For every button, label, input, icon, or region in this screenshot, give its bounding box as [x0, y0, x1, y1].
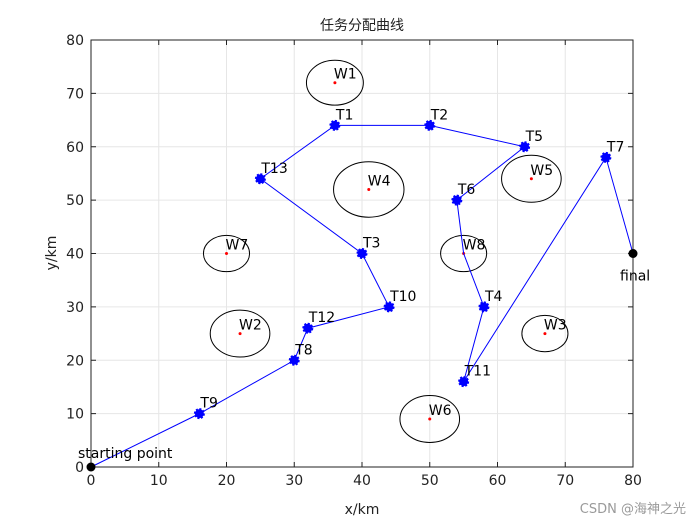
x-tick-label: 20 — [218, 473, 236, 489]
task-label: T2 — [430, 107, 448, 123]
threat-label: W1 — [334, 67, 357, 83]
endpoint-label: starting point — [78, 446, 173, 462]
threat-label: W5 — [530, 163, 553, 179]
y-tick-label: 40 — [66, 247, 84, 263]
threat-label: W6 — [429, 403, 452, 419]
task-label: T5 — [525, 129, 543, 145]
x-tick-label: 0 — [87, 473, 96, 489]
chart-title: 任务分配曲线 — [320, 18, 404, 34]
threat-center-point — [367, 187, 371, 191]
task-point — [458, 376, 470, 388]
task-label: T8 — [294, 342, 312, 358]
y-tick-label: 70 — [66, 86, 84, 102]
threat-circle — [399, 394, 461, 443]
threat-circle — [440, 234, 488, 273]
task-label: T1 — [335, 107, 353, 123]
threat-label: W4 — [368, 173, 391, 189]
threat-center-point — [225, 252, 228, 255]
task-label: T3 — [362, 236, 380, 252]
x-tick-label: 40 — [353, 473, 371, 489]
threat-label: W3 — [544, 318, 567, 334]
threat-center-point — [529, 177, 533, 181]
task-label: T13 — [260, 161, 287, 177]
task-label: T12 — [308, 310, 335, 326]
task-label: T10 — [389, 289, 416, 305]
threat-center-point — [428, 417, 432, 421]
x-axis-label: x/km — [345, 502, 380, 518]
x-tick-label: 80 — [624, 473, 642, 489]
task-point — [600, 151, 612, 163]
watermark: CSDN @海神之光 — [579, 502, 686, 517]
task-point — [478, 301, 490, 313]
endpoint-label: final — [620, 269, 650, 285]
threat-circle — [521, 314, 569, 353]
threat-circle — [305, 59, 364, 106]
task-point — [451, 194, 463, 206]
y-tick-label: 80 — [66, 33, 84, 49]
task-point — [329, 119, 341, 131]
task-label: T7 — [606, 139, 624, 155]
y-tick-label: 10 — [66, 407, 84, 423]
threat-center-point — [333, 81, 337, 85]
x-tick-label: 60 — [489, 473, 507, 489]
task-point — [424, 119, 436, 131]
y-tick-label: 50 — [66, 193, 84, 209]
y-tick-label: 20 — [66, 353, 84, 369]
y-tick-label: 30 — [66, 300, 84, 316]
threat-center-point — [543, 332, 547, 336]
task-label: T4 — [484, 289, 503, 305]
threat-circle — [501, 154, 562, 203]
threat-label: W2 — [239, 318, 262, 334]
x-tick-label: 70 — [556, 473, 574, 489]
task-label: T9 — [199, 396, 217, 412]
task-label: T11 — [464, 364, 491, 380]
task-point — [302, 322, 314, 334]
threat-circle — [202, 234, 251, 273]
x-tick-label: 30 — [285, 473, 303, 489]
y-axis-label: y/km — [44, 236, 60, 271]
endpoint-marker — [628, 249, 638, 258]
threat-zones: W1 W2 W3 W4 W5 W6 W7 W8 — [202, 59, 569, 443]
route-lines — [90, 124, 634, 468]
threat-circle — [333, 161, 405, 218]
task-point — [193, 408, 205, 420]
endpoints: starting point final — [78, 249, 650, 472]
task-point — [288, 354, 300, 366]
task-point — [519, 141, 531, 153]
y-tick-label: 60 — [66, 140, 84, 156]
threat-center-point — [238, 332, 242, 336]
x-tick-label: 10 — [150, 473, 168, 489]
task-point — [254, 173, 266, 185]
task-label: T6 — [457, 182, 476, 198]
y-tick-label: 0 — [75, 460, 84, 476]
task-point — [383, 301, 395, 313]
threat-circle — [209, 309, 271, 358]
x-tick-label: 50 — [421, 473, 439, 489]
task-point — [356, 248, 368, 259]
threat-label: W7 — [226, 238, 249, 254]
endpoint-marker — [86, 462, 96, 472]
route-path — [90, 124, 634, 468]
threat-label: W8 — [463, 238, 486, 254]
task-points: T1 T2 T3 T4 T5 T6 T7 T8 T9 T10 T11 T12 T13 — [193, 107, 624, 420]
axis-ticks: 0 10 20 30 40 50 60 70 80 0 10 20 30 40 50 60 70 80 — [66, 33, 642, 489]
